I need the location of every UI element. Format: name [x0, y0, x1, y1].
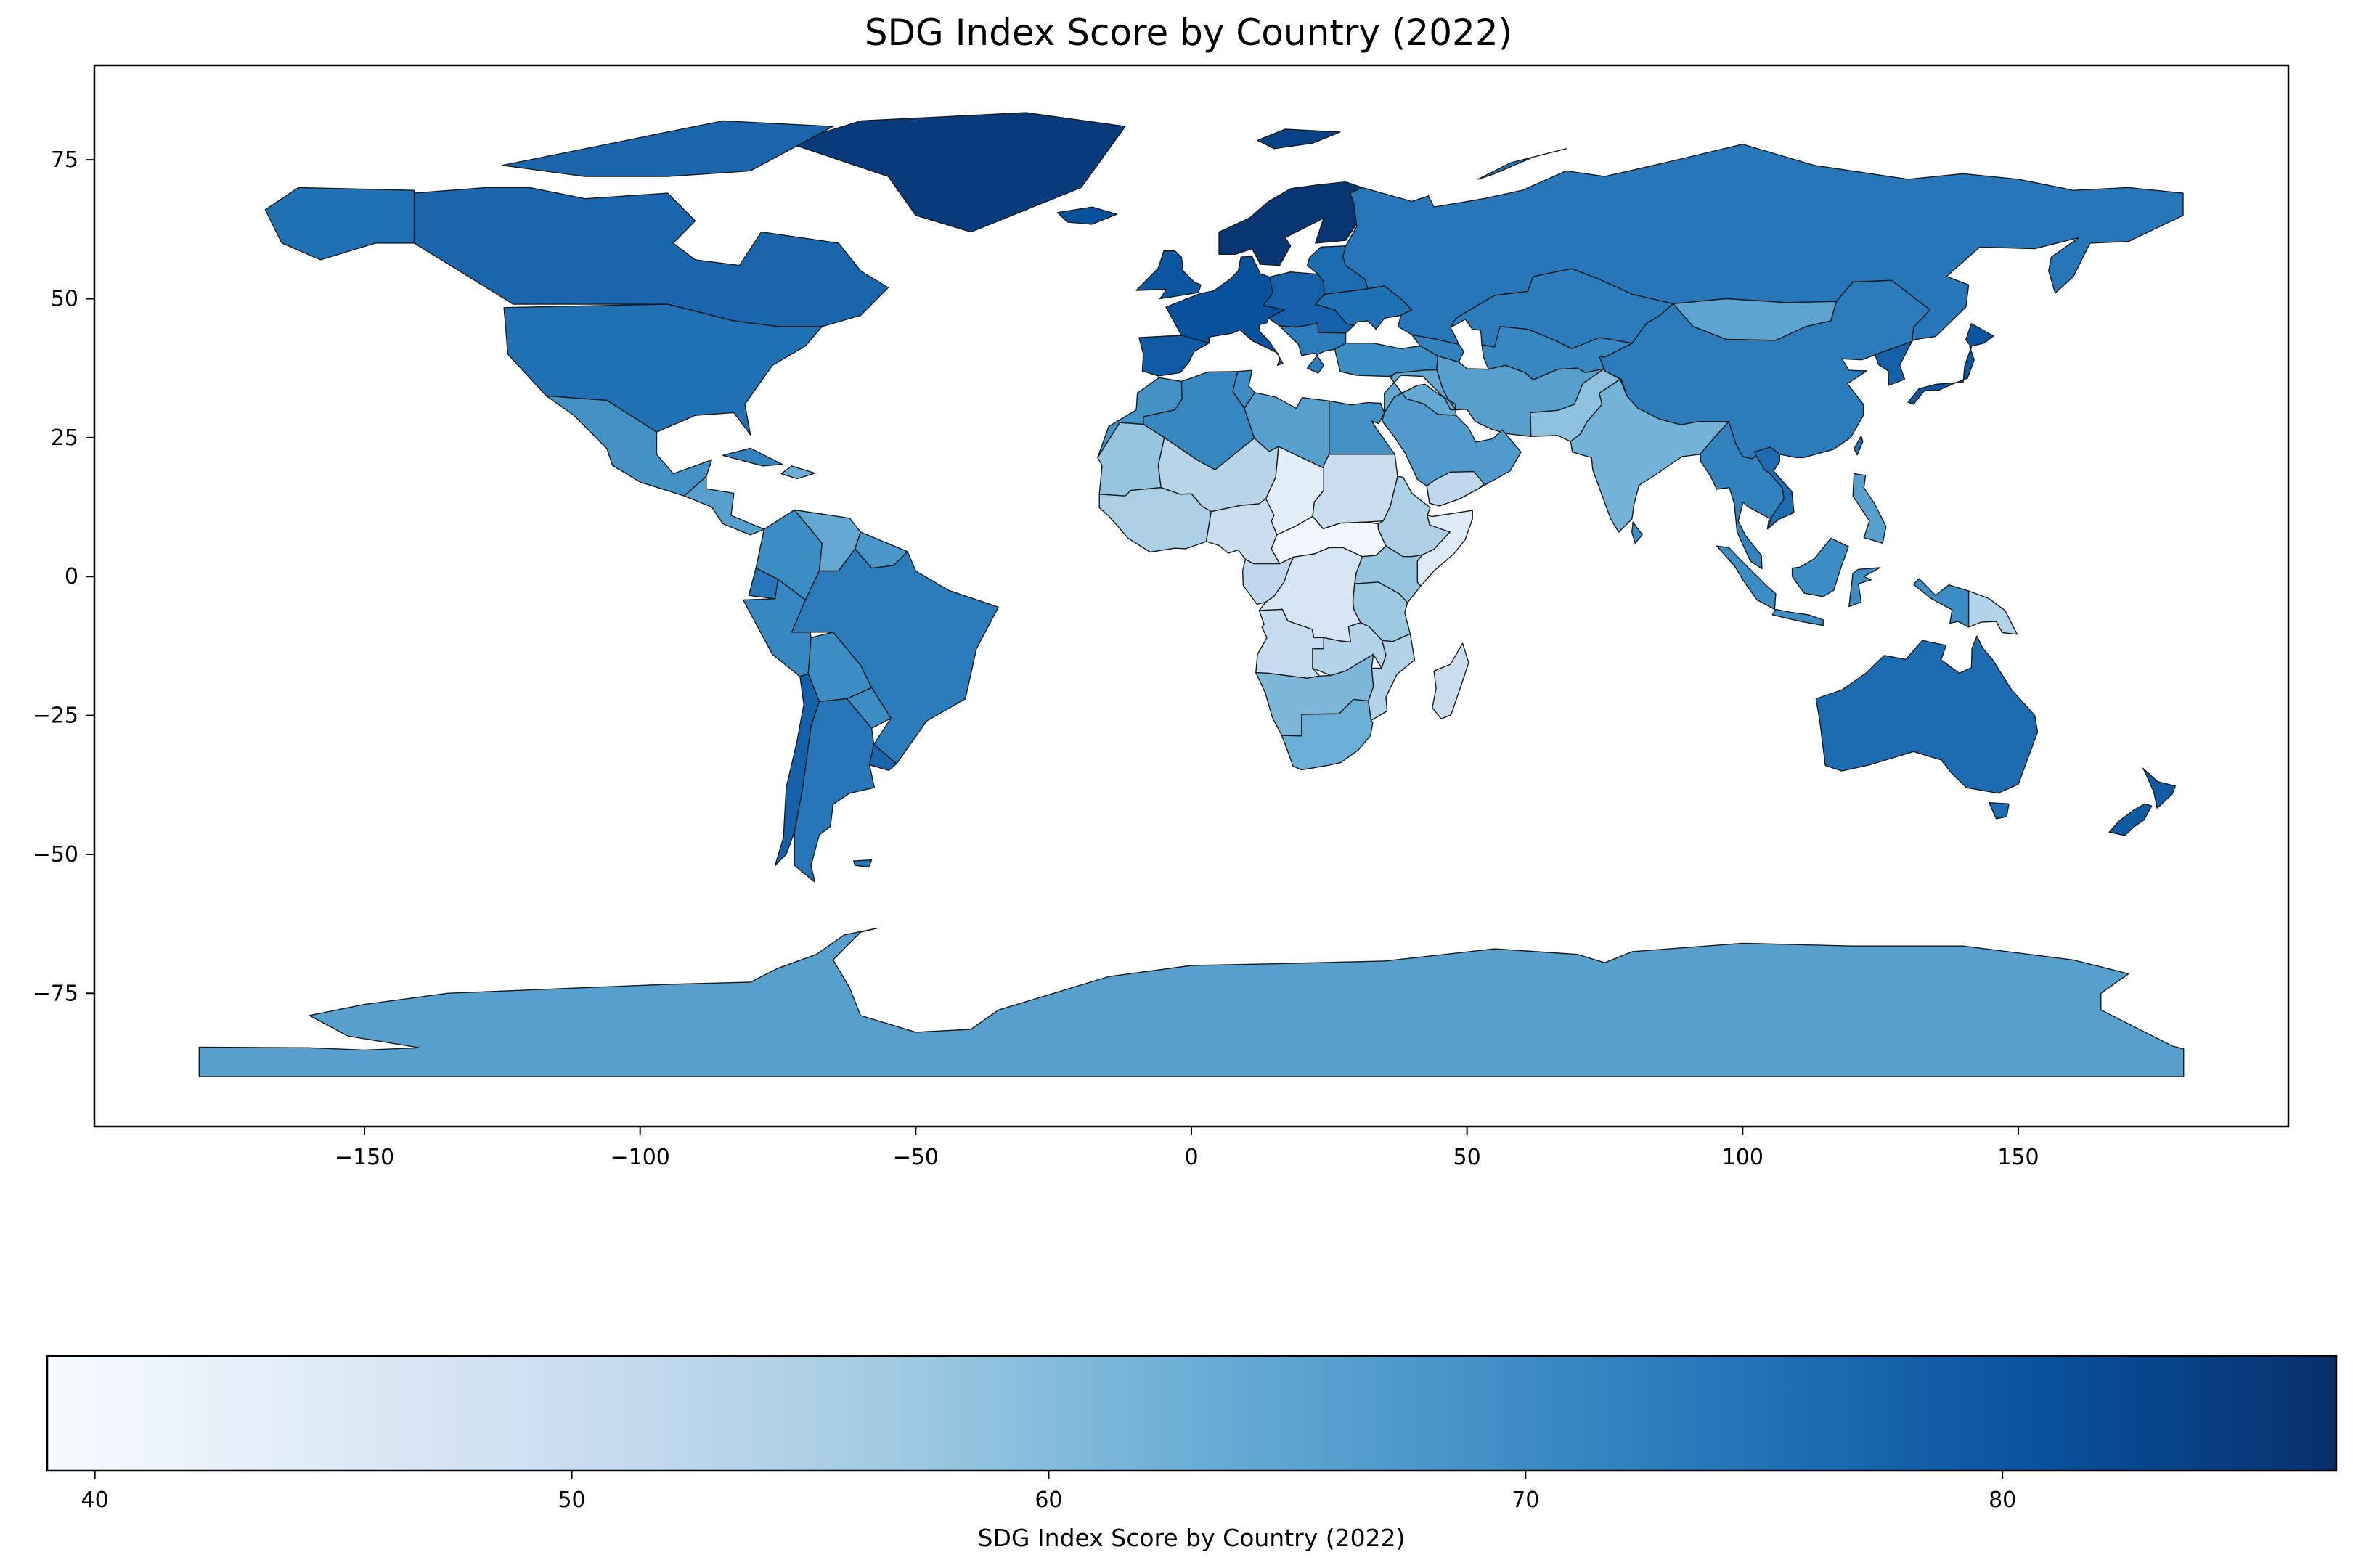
colorbar-tick-label: 70	[1512, 1487, 1539, 1513]
region-java	[1771, 608, 1824, 626]
x-axis-ticks: −150 −100 −50 0 50 100 150	[335, 1127, 2039, 1170]
region-antarctica	[198, 927, 2185, 1077]
colorbar-tick-label: 50	[558, 1487, 585, 1513]
x-tick-label: −150	[335, 1145, 394, 1170]
x-tick-label: 50	[1453, 1145, 1481, 1170]
countries-layer	[198, 112, 2185, 1077]
y-tick-label: −50	[33, 842, 78, 867]
colorbar-gradient	[46, 1355, 2338, 1472]
region-vietnam	[1753, 446, 1795, 530]
region-novaya-zemlya	[1477, 148, 1567, 180]
region-south-africa	[1281, 698, 1374, 771]
map-axes: −150 −100 −50 0 50 100 150 75 50 25 0 −25 −50 −75	[33, 64, 2290, 1170]
region-korea	[1874, 340, 1913, 386]
x-tick-label: −100	[611, 1145, 670, 1170]
y-tick-label: 50	[51, 286, 78, 311]
y-axis-ticks: 75 50 25 0 −25 −50 −75	[33, 147, 94, 1006]
region-sri-lanka	[1631, 521, 1643, 544]
y-tick-label: 75	[51, 147, 78, 173]
region-united-kingdom-ireland	[1135, 250, 1202, 300]
y-tick-label: −25	[33, 703, 78, 729]
region-canadian-arctic-islands	[502, 120, 834, 177]
colorbar-label: SDG Index Score by Country (2022)	[978, 1524, 1406, 1552]
chart-title: SDG Index Score by Country (2022)	[865, 12, 1512, 54]
colorbar-ticks: 40 50 60 70 80	[81, 1471, 2016, 1513]
y-tick-label: 0	[65, 564, 78, 589]
region-balkans	[1279, 322, 1347, 374]
region-levant-iraq	[1384, 369, 1457, 416]
region-new-zealand-north	[2142, 767, 2177, 809]
region-cuba	[722, 447, 783, 467]
region-new-zealand-south	[2108, 803, 2153, 836]
colorbar-tick-label: 60	[1035, 1487, 1062, 1513]
region-scandinavia	[1218, 181, 1363, 266]
region-svalbard	[1257, 128, 1341, 150]
region-sumatra	[1716, 545, 1777, 611]
y-tick-label: −75	[33, 981, 78, 1006]
region-uruguay	[868, 743, 897, 772]
region-sulawesi	[1848, 567, 1881, 608]
region-argentina	[794, 698, 876, 883]
x-tick-label: 100	[1722, 1145, 1763, 1170]
region-iceland	[1056, 206, 1118, 225]
region-congo-gabon	[1241, 556, 1294, 605]
x-tick-label: 0	[1184, 1145, 1198, 1170]
region-nigeria-cameroon	[1205, 498, 1281, 565]
region-madagascar	[1432, 642, 1469, 719]
x-tick-label: −50	[893, 1145, 939, 1170]
region-alaska	[264, 187, 415, 261]
region-greenland	[788, 112, 1126, 233]
region-angola	[1255, 608, 1324, 679]
region-tasmania	[1988, 801, 2010, 820]
region-yemen	[1426, 470, 1485, 507]
region-japan	[1907, 323, 1994, 405]
y-tick-label: 25	[51, 425, 78, 451]
region-falklands	[852, 859, 873, 868]
x-tick-label: 150	[1997, 1145, 2039, 1170]
colorbar-tick-label: 80	[1989, 1487, 2016, 1513]
region-australia	[1815, 635, 2039, 794]
region-papua-new-guinea	[1967, 590, 2018, 635]
region-western-europe	[1165, 256, 1286, 366]
region-central-america	[683, 475, 765, 536]
region-philippines	[1852, 473, 1887, 544]
colorbar-tick-label: 40	[81, 1487, 109, 1513]
region-russia	[1342, 143, 2184, 345]
region-taiwan	[1853, 435, 1864, 456]
region-hispaniola	[780, 465, 816, 480]
region-borneo	[1791, 537, 1849, 597]
colorbar: 40 50 60 70 80 SDG Index Score by Country (2…	[46, 1355, 2338, 1552]
region-mozambique	[1367, 633, 1416, 722]
